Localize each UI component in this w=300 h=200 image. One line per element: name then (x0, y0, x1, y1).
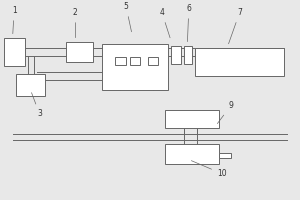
Bar (165, 144, 219, 164)
Bar (184, 46, 192, 64)
Text: 9: 9 (218, 101, 233, 124)
Text: 6: 6 (186, 4, 191, 42)
Text: 4: 4 (160, 8, 170, 38)
Bar (148, 57, 158, 65)
Bar (102, 44, 168, 90)
Text: 7: 7 (229, 8, 242, 44)
Text: 1: 1 (12, 6, 16, 34)
Bar (130, 57, 140, 65)
Bar (115, 57, 125, 65)
Bar (195, 48, 284, 76)
Text: 5: 5 (124, 2, 131, 32)
Bar (4, 38, 25, 66)
Text: 10: 10 (191, 161, 226, 178)
Bar (165, 110, 219, 128)
Bar (16, 74, 46, 96)
Bar (66, 42, 93, 62)
Bar (219, 153, 231, 158)
Text: 2: 2 (73, 8, 78, 38)
Bar (171, 46, 181, 64)
Text: 3: 3 (32, 93, 42, 118)
